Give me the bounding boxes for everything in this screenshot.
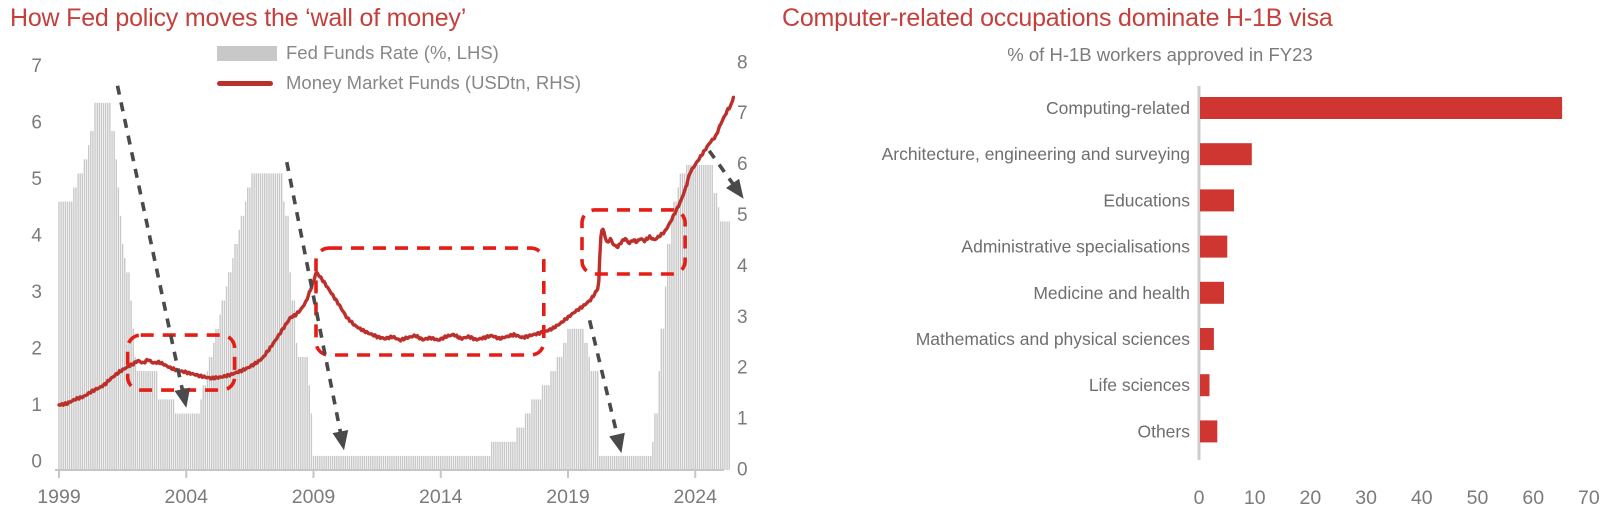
category-label: Administrative specialisations <box>961 237 1190 257</box>
svg-text:5: 5 <box>737 205 748 226</box>
money-market-line-swatch-icon <box>217 80 273 86</box>
svg-text:2019: 2019 <box>546 486 589 508</box>
left-chart-legend: Fed Funds Rate (%, LHS) Money Market Fun… <box>217 38 581 98</box>
svg-text:3: 3 <box>31 282 42 303</box>
svg-text:7: 7 <box>737 103 748 124</box>
category-label: Others <box>1137 421 1190 441</box>
svg-text:1: 1 <box>31 395 42 416</box>
h1b-bar-3 <box>1200 235 1228 258</box>
svg-text:3: 3 <box>737 307 748 328</box>
h1b-bar-1 <box>1200 143 1252 166</box>
trend-arrows <box>115 85 744 454</box>
svg-text:8: 8 <box>737 52 748 73</box>
svg-text:2024: 2024 <box>674 486 718 508</box>
money-market-funds-line <box>57 95 736 407</box>
category-label: Life sciences <box>1089 375 1190 395</box>
svg-text:30: 30 <box>1355 487 1377 509</box>
svg-text:6: 6 <box>737 154 748 175</box>
svg-text:0: 0 <box>31 452 42 473</box>
highlight-rects <box>125 208 687 392</box>
svg-text:2: 2 <box>737 358 748 379</box>
category-label: Computing-related <box>1046 98 1190 118</box>
svg-text:10: 10 <box>1244 487 1266 509</box>
h1b-x-ticks: 0 10 20 30 40 50 60 70 <box>1194 487 1600 509</box>
right-chart-title: Computer-related occupations dominate H-… <box>782 4 1333 32</box>
h1b-bar-2 <box>1200 189 1234 212</box>
h1b-bar-4 <box>1200 281 1224 304</box>
category-label: Architecture, engineering and surveying <box>882 144 1190 164</box>
svg-text:2: 2 <box>31 339 42 360</box>
legend-label-fed-funds: Fed Funds Rate (%, LHS) <box>286 42 499 63</box>
svg-text:0: 0 <box>1194 487 1205 509</box>
h1b-bar-7 <box>1200 420 1218 443</box>
h1b-chart-canvas: Computing-related Architecture, engineeri… <box>882 86 1600 509</box>
fed-policy-chart: How Fed policy moves the ‘wall of money’… <box>0 0 762 519</box>
legend-item-fed-funds: Fed Funds Rate (%, LHS) <box>217 38 581 68</box>
category-label: Mathematics and physical sciences <box>916 329 1191 349</box>
category-label: Medicine and health <box>1033 283 1190 303</box>
svg-text:7: 7 <box>31 56 42 77</box>
svg-text:20: 20 <box>1300 487 1322 509</box>
fed-policy-chart-canvas: 1999 2004 2009 2014 2019 2024 0 1 2 3 4 5 6 7 0 1 2 3 4 5 6 7… <box>31 52 748 508</box>
h1b-category-labels: Computing-related Architecture, engineeri… <box>882 98 1191 441</box>
svg-text:4: 4 <box>737 256 748 277</box>
svg-text:70: 70 <box>1578 487 1600 509</box>
svg-text:0: 0 <box>737 460 748 481</box>
fed-funds-bars <box>58 102 730 471</box>
svg-text:50: 50 <box>1467 487 1489 509</box>
svg-text:40: 40 <box>1411 487 1433 509</box>
legend-label-money-market: Money Market Funds (USDtn, RHS) <box>286 72 582 93</box>
h1b-bar-6 <box>1200 374 1210 397</box>
svg-text:1999: 1999 <box>37 486 80 508</box>
left-chart-title: How Fed policy moves the ‘wall of money’ <box>10 4 467 32</box>
right-chart-subtitle: % of H-1B workers approved in FY23 <box>1007 44 1313 65</box>
h1b-bars <box>1200 97 1563 443</box>
h1b-chart: Computer-related occupations dominate H-… <box>770 0 1606 519</box>
h1b-bar-5 <box>1200 328 1214 350</box>
svg-text:2004: 2004 <box>165 486 209 508</box>
category-label: Educations <box>1103 190 1190 210</box>
svg-text:4: 4 <box>31 226 42 247</box>
fed-funds-bar-swatch-icon <box>217 45 277 61</box>
legend-item-money-market: Money Market Funds (USDtn, RHS) <box>217 68 581 98</box>
left-chart-axes: 1999 2004 2009 2014 2019 2024 0 1 2 3 4 5 6 7 0 1 2 3 4 5 6 7… <box>31 52 748 508</box>
svg-text:5: 5 <box>31 169 42 190</box>
h1b-bar-0 <box>1200 97 1563 119</box>
svg-text:2014: 2014 <box>419 486 463 508</box>
svg-text:6: 6 <box>31 113 42 134</box>
svg-text:60: 60 <box>1522 487 1544 509</box>
svg-text:2009: 2009 <box>292 486 335 508</box>
svg-text:1: 1 <box>737 409 748 430</box>
